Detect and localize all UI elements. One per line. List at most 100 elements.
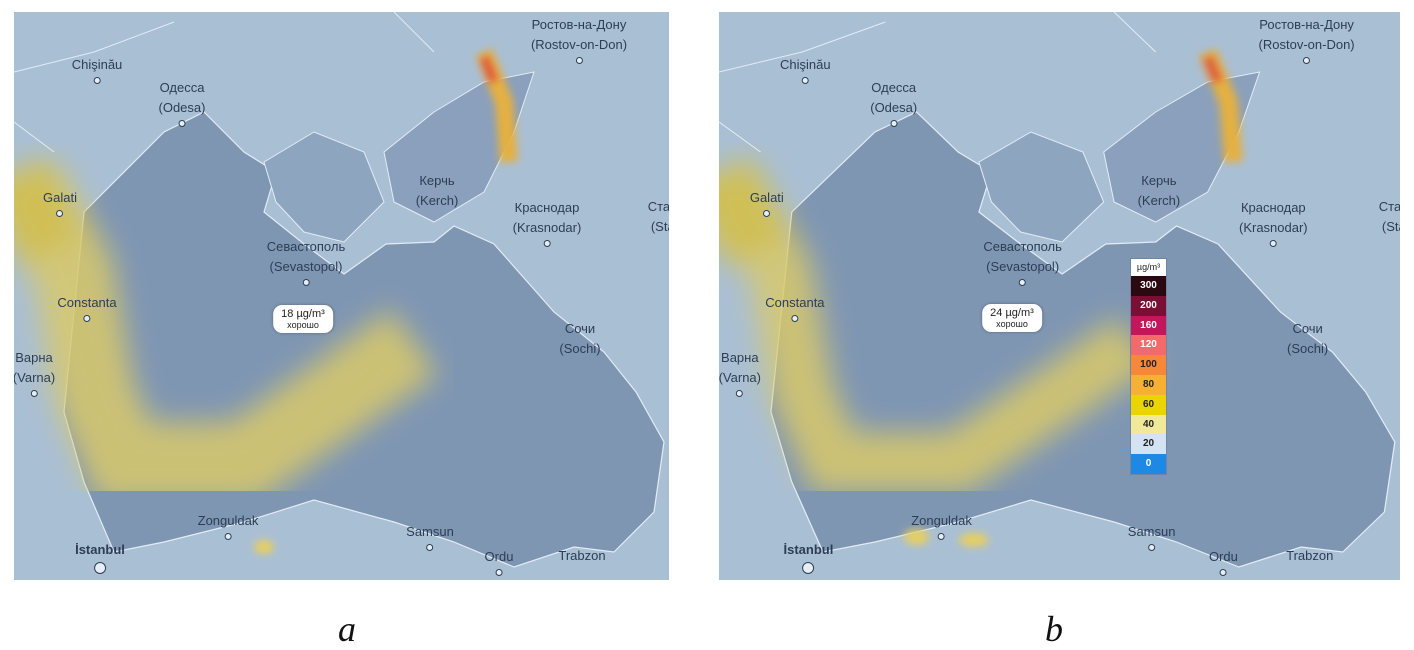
city-marker-icon xyxy=(56,210,64,217)
city-name: Керчь xyxy=(419,173,455,188)
city-name: (Varna) xyxy=(14,370,56,385)
city-name: Ростов-на-Дону xyxy=(1259,17,1354,32)
city-marker-icon xyxy=(736,390,744,397)
city-name: (Rostov-on-Don) xyxy=(1258,37,1355,52)
legend-item: 40 xyxy=(1131,414,1166,435)
city-marker-icon xyxy=(575,57,583,64)
city-name: (Sochi) xyxy=(1287,341,1329,356)
city-label: Сочи (Sochi) xyxy=(559,319,600,359)
city-name: Одесса xyxy=(159,80,205,95)
city-label: Samsun xyxy=(406,522,454,551)
city-label: Samsun xyxy=(1128,522,1175,551)
city-marker-icon xyxy=(93,77,101,84)
city-name: Chişinău xyxy=(71,57,123,72)
city-label: Одесса (Odesa) xyxy=(158,78,206,127)
city-name: Zonguldak xyxy=(197,513,259,528)
city-label: Zonguldak xyxy=(197,511,259,540)
city-name: (Krasnodar) xyxy=(1238,220,1308,235)
tooltip-quality: хорошо xyxy=(996,319,1028,329)
caption-b: b xyxy=(1045,609,1063,649)
city-name: Trabzon xyxy=(558,548,606,563)
city-label: Ordu xyxy=(484,547,514,576)
city-name: (Sevastopol) xyxy=(986,259,1060,274)
city-name: Corum xyxy=(348,576,387,580)
city-marker-icon xyxy=(791,315,799,322)
city-label: Ordu xyxy=(1209,547,1238,576)
city-name: Сочи xyxy=(1292,321,1323,336)
legend-unit: µg/m³ xyxy=(1136,262,1161,272)
city-name: (Sevastopol) xyxy=(269,259,343,274)
tooltip-value: 18 µg/m³ xyxy=(281,308,325,320)
city-marker-icon xyxy=(801,77,809,84)
city-label: Corum xyxy=(348,576,387,580)
city-name: (Odesa) xyxy=(158,100,206,115)
city-name: Ростов-на-Дону xyxy=(531,17,627,32)
city-name: Варна xyxy=(15,350,53,365)
city-name: (Odesa) xyxy=(870,100,918,115)
city-marker-icon xyxy=(426,544,434,551)
city-name: Galati xyxy=(43,190,77,205)
legend-item: 100 xyxy=(1131,355,1166,375)
city-label: İstanbul xyxy=(75,540,125,574)
city-name: (Rostov-on-Don) xyxy=(530,37,628,52)
concentration-legend: µg/m³ 300 200 160 120 100 80 60 40 20 0 xyxy=(1130,258,1167,475)
city-label: Варна (Varna) xyxy=(719,348,761,397)
city-label: Керчь (Kerch) xyxy=(416,171,459,211)
legend-item: 200 xyxy=(1131,295,1166,316)
city-marker-icon xyxy=(224,533,232,540)
city-label: Краснодар (Krasnodar) xyxy=(1239,198,1308,247)
city-name: Краснодар xyxy=(514,200,580,215)
legend-item: 120 xyxy=(1131,335,1166,356)
legend-item: 60 xyxy=(1131,394,1166,415)
city-marker-icon xyxy=(83,315,91,322)
city-label: Galati xyxy=(43,188,77,217)
city-name: (Varna) xyxy=(719,370,761,385)
city-marker-icon xyxy=(302,279,310,286)
city-marker-icon xyxy=(1148,544,1156,551)
city-marker-icon xyxy=(495,569,503,576)
city-marker-icon xyxy=(30,390,38,397)
city-marker-icon xyxy=(1219,569,1227,576)
city-label: Керчь (Kerch) xyxy=(1138,171,1181,211)
city-marker-icon xyxy=(94,562,106,574)
city-label: Одесса (Odesa) xyxy=(870,78,917,127)
city-name: Chişinău xyxy=(780,57,831,72)
city-marker-icon xyxy=(178,120,186,127)
city-name: (Kerch) xyxy=(1137,193,1181,208)
map-panel-a: Chişinău Одесса (Odesa) Galati Constanta Варн… xyxy=(14,12,669,580)
city-label: Chişinău xyxy=(71,55,123,84)
city-marker-icon xyxy=(938,533,946,540)
city-label: Constanta xyxy=(765,293,825,322)
city-name: Ordu xyxy=(484,549,514,564)
city-name: Zonguldak xyxy=(911,513,972,528)
map-panel-b: Chişinău Одесса (Odesa) Galati Constanta Варн… xyxy=(719,12,1400,580)
city-name: (Sochi) xyxy=(559,341,601,356)
city-name: Краснодар xyxy=(1240,200,1306,215)
city-label: Ставр (Stav xyxy=(1379,197,1400,237)
city-name: (Stav xyxy=(650,219,669,234)
crimea xyxy=(263,131,385,243)
city-name: Galati xyxy=(749,190,784,205)
city-label: İstanbul xyxy=(784,540,833,574)
city-name: Одесса xyxy=(871,80,917,95)
city-label: Constanta xyxy=(57,293,117,322)
city-name: (Krasnodar) xyxy=(512,220,582,235)
pollution-tooltip: 24 µg/m³ хорошо xyxy=(982,304,1042,332)
city-name: Керчь xyxy=(1141,173,1177,188)
city-label: Ростов-на-Дону (Rostov-on-Don) xyxy=(1259,15,1355,64)
city-marker-icon xyxy=(802,562,815,574)
city-name: (Kerch) xyxy=(415,193,459,208)
city-name: (Stav xyxy=(1381,219,1400,234)
city-label: Краснодар (Krasnodar) xyxy=(512,198,582,247)
map-background xyxy=(719,12,1400,580)
legend-item: 300 xyxy=(1131,276,1166,296)
city-label: Chişinău xyxy=(780,55,831,84)
city-label: Севастополь (Sevastopol) xyxy=(267,237,345,286)
tooltip-quality: хорошо xyxy=(287,320,319,330)
legend-item: 20 xyxy=(1131,434,1166,455)
map-background xyxy=(14,12,669,580)
city-name: Samsun xyxy=(406,524,454,539)
city-label: Zonguldak xyxy=(911,511,972,540)
crimea xyxy=(978,131,1105,243)
city-name: Сочи xyxy=(564,321,596,336)
